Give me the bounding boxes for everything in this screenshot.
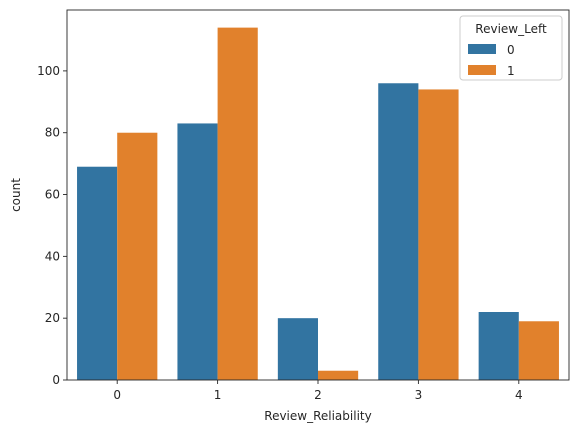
legend-box (459, 15, 563, 81)
y-tick-label: 80 (45, 126, 60, 140)
plot-frame (66, 9, 570, 381)
legend-label-0: 0 (507, 43, 515, 57)
legend-title: Review_Left (475, 22, 547, 36)
legend-swatch-1 (468, 65, 496, 75)
bar-cat2-series0 (277, 318, 318, 380)
bar-cat4-series1 (518, 321, 559, 380)
x-tick-label: 1 (214, 388, 222, 402)
bar-cat2-series1 (318, 370, 359, 380)
bar-cat3-series1 (418, 89, 459, 380)
x-tick-label: 2 (314, 388, 322, 402)
bar-cat1-series1 (217, 27, 258, 381)
legend-swatch-0 (468, 44, 496, 54)
bar-cat1-series0 (177, 123, 218, 380)
x-tick-label: 0 (113, 388, 121, 402)
legend: Review_Left 01 (459, 15, 563, 81)
x-axis-ticks: 0 1 2 3 4 (113, 380, 523, 402)
bar-cat3-series0 (378, 83, 419, 380)
bar-cat4-series0 (478, 312, 519, 380)
y-tick-label: 100 (37, 64, 60, 78)
y-tick-label: 40 (45, 249, 60, 263)
y-axis-label: count (9, 178, 23, 212)
bars (77, 27, 559, 381)
legend-entries: 01 (468, 43, 515, 78)
bar-cat0-series1 (117, 132, 158, 380)
y-axis-ticks: 0 20 40 60 80 100 (37, 64, 67, 387)
y-tick-label: 60 (45, 188, 60, 202)
x-axis-label: Review_Reliability (264, 409, 371, 423)
y-tick-label: 0 (52, 373, 60, 387)
legend-label-1: 1 (507, 64, 515, 78)
bar-cat0-series0 (77, 166, 118, 380)
x-tick-label: 4 (515, 388, 523, 402)
x-tick-label: 3 (415, 388, 423, 402)
y-tick-label: 20 (45, 311, 60, 325)
